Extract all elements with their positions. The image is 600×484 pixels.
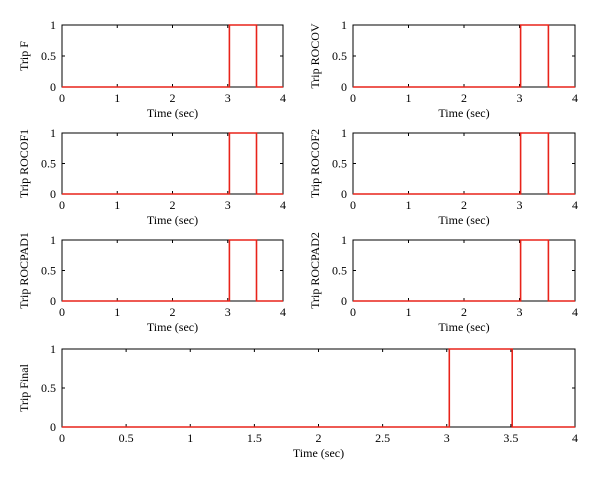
chart-0-ytick-label: 0.5 bbox=[41, 49, 56, 63]
chart-1-xtick-label: 3 bbox=[517, 91, 523, 105]
chart-2-xtick-label: 3 bbox=[225, 198, 231, 212]
chart-5-xtick-label: 2 bbox=[461, 305, 467, 319]
chart-5-trip-signal-line bbox=[353, 239, 575, 302]
chart-4-trip-signal-line bbox=[62, 239, 283, 302]
chart-6-trip-signal-line bbox=[62, 348, 575, 428]
chart-3-x-axis-label: Time (sec) bbox=[438, 213, 489, 227]
chart-3-panel: 0 1 2 3 4 0 0.5 1 Time (sec) Trip ROCOF2 bbox=[308, 126, 578, 227]
chart-5-ytick-label: 0.5 bbox=[332, 264, 347, 278]
chart-4-ytick-label: 0.5 bbox=[41, 264, 56, 278]
chart-1-panel: 0 1 2 3 4 0 0.5 1 Time (sec) Trip ROCOV bbox=[308, 18, 578, 120]
chart-5-xtick-label: 3 bbox=[517, 305, 523, 319]
chart-1-ytick-label: 0 bbox=[341, 80, 347, 94]
chart-0-xtick-label: 1 bbox=[114, 91, 120, 105]
chart-1-ytick-label: 0.5 bbox=[332, 49, 347, 63]
chart-1-x-axis-label: Time (sec) bbox=[438, 106, 489, 120]
chart-6-xtick-label: 1.5 bbox=[247, 431, 262, 445]
chart-0-xtick-label: 4 bbox=[280, 91, 286, 105]
chart-2-ytick-label: 0 bbox=[50, 187, 56, 201]
chart-0-xtick-label: 3 bbox=[225, 91, 231, 105]
chart-2-y-axis-label: Trip ROCOF1 bbox=[17, 129, 31, 198]
chart-1-ytick-label: 1 bbox=[341, 18, 347, 32]
chart-2-x-axis-label: Time (sec) bbox=[147, 213, 198, 227]
chart-0-x-axis-label: Time (sec) bbox=[147, 106, 198, 120]
chart-2-xtick-label: 0 bbox=[59, 198, 65, 212]
chart-4-y-axis-label: Trip ROCPAD1 bbox=[17, 232, 31, 309]
chart-0-xtick-label: 0 bbox=[59, 91, 65, 105]
chart-6-xtick-label: 0 bbox=[59, 431, 65, 445]
chart-1-xtick-label: 0 bbox=[350, 91, 356, 105]
chart-5-xtick-label: 0 bbox=[350, 305, 356, 319]
chart-6-panel: 0 0.5 1 1.5 2 2.5 3 3.5 4 0 0.5 1 Time (sec) Trip Fin… bbox=[17, 342, 578, 460]
chart-4-axes-box bbox=[61, 239, 284, 302]
chart-1-axes-box bbox=[352, 24, 576, 88]
chart-4-ytick-label: 0 bbox=[50, 294, 56, 308]
chart-5-x-axis-label: Time (sec) bbox=[438, 320, 489, 334]
chart-3-xtick-label: 0 bbox=[350, 198, 356, 212]
chart-3-xtick-label: 2 bbox=[461, 198, 467, 212]
chart-0-ytick-label: 0 bbox=[50, 80, 56, 94]
chart-6-y-axis-label: Trip Final bbox=[17, 363, 31, 412]
chart-1-xtick-label: 1 bbox=[406, 91, 412, 105]
chart-4-xtick-label: 4 bbox=[280, 305, 286, 319]
chart-3-xtick-label: 4 bbox=[572, 198, 578, 212]
chart-0-y-axis-label: Trip F bbox=[17, 41, 31, 71]
chart-5-xtick-label: 1 bbox=[406, 305, 412, 319]
chart-6-x-axis-label: Time (sec) bbox=[293, 446, 344, 460]
chart-4-panel: 0 1 2 3 4 0 0.5 1 Time (sec) Trip ROCPAD1 bbox=[17, 232, 286, 334]
chart-4-xtick-label: 3 bbox=[225, 305, 231, 319]
chart-6-ytick-label: 0 bbox=[50, 420, 56, 434]
chart-3-xtick-label: 1 bbox=[406, 198, 412, 212]
chart-4-xtick-label: 0 bbox=[59, 305, 65, 319]
chart-6-xtick-label: 3 bbox=[444, 431, 450, 445]
chart-6-ytick-label: 1 bbox=[50, 342, 56, 356]
chart-3-trip-signal-line bbox=[353, 132, 575, 195]
chart-5-y-axis-label: Trip ROCPAD2 bbox=[308, 232, 322, 309]
chart-3-ytick-label: 1 bbox=[341, 126, 347, 140]
chart-2-ytick-label: 0.5 bbox=[41, 157, 56, 171]
chart-5-ytick-label: 0 bbox=[341, 294, 347, 308]
chart-3-xtick-label: 3 bbox=[517, 198, 523, 212]
chart-6-ytick-label: 0.5 bbox=[41, 381, 56, 395]
chart-4-xtick-label: 2 bbox=[170, 305, 176, 319]
chart-2-ytick-label: 1 bbox=[50, 126, 56, 140]
chart-0-trip-signal-line bbox=[62, 24, 283, 88]
chart-1-y-axis-label: Trip ROCOV bbox=[308, 23, 322, 89]
chart-0-xtick-label: 2 bbox=[170, 91, 176, 105]
chart-5-axes-box bbox=[352, 239, 576, 302]
chart-6-xtick-label: 2 bbox=[316, 431, 322, 445]
chart-6-axes-box bbox=[61, 348, 576, 428]
chart-6-xtick-label: 4 bbox=[572, 431, 578, 445]
chart-6-xtick-label: 2.5 bbox=[375, 431, 390, 445]
chart-2-trip-signal-line bbox=[62, 132, 283, 195]
chart-5-panel: 0 1 2 3 4 0 0.5 1 Time (sec) Trip ROCPAD2 bbox=[308, 232, 578, 334]
chart-0-ytick-label: 1 bbox=[50, 18, 56, 32]
chart-3-ytick-label: 0 bbox=[341, 187, 347, 201]
chart-6-xtick-label: 3.5 bbox=[503, 431, 518, 445]
chart-0-panel: 0 1 2 3 4 0 0.5 1 Time (sec) Trip F bbox=[17, 18, 286, 120]
chart-1-xtick-label: 4 bbox=[572, 91, 578, 105]
chart-1-xtick-label: 2 bbox=[461, 91, 467, 105]
chart-3-axes-box bbox=[352, 132, 576, 195]
chart-6-xtick-label: 0.5 bbox=[119, 431, 134, 445]
chart-2-panel: 0 1 2 3 4 0 0.5 1 Time (sec) Trip ROCOF1 bbox=[17, 126, 286, 227]
chart-4-xtick-label: 1 bbox=[114, 305, 120, 319]
chart-3-ytick-label: 0.5 bbox=[332, 157, 347, 171]
chart-5-ytick-label: 1 bbox=[341, 233, 347, 247]
chart-2-axes-box bbox=[61, 132, 284, 195]
chart-5-xtick-label: 4 bbox=[572, 305, 578, 319]
chart-4-ytick-label: 1 bbox=[50, 233, 56, 247]
chart-2-xtick-label: 2 bbox=[170, 198, 176, 212]
chart-4-x-axis-label: Time (sec) bbox=[147, 320, 198, 334]
chart-1-trip-signal-line bbox=[353, 24, 575, 88]
chart-2-xtick-label: 4 bbox=[280, 198, 286, 212]
chart-3-y-axis-label: Trip ROCOF2 bbox=[308, 129, 322, 198]
chart-6-xtick-label: 1 bbox=[187, 431, 193, 445]
chart-2-xtick-label: 1 bbox=[114, 198, 120, 212]
chart-0-axes-box bbox=[61, 24, 284, 88]
